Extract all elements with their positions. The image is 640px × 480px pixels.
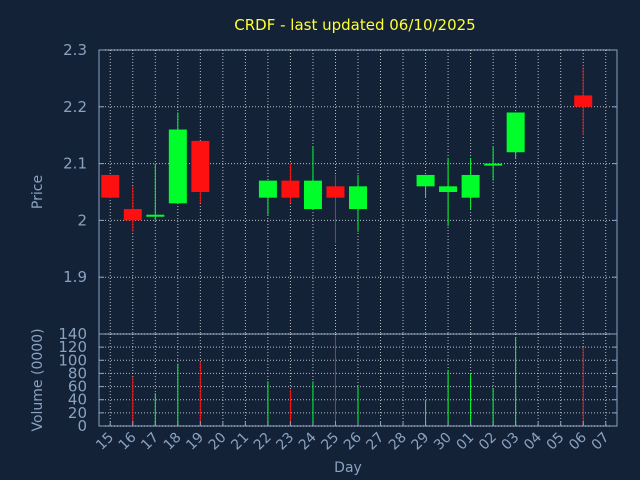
- candle-16: [123, 186, 142, 232]
- x-tick-label: 01: [454, 430, 478, 454]
- x-tick-label: 20: [206, 430, 230, 454]
- candle-19: [191, 140, 210, 204]
- volume-tick-label: 140: [58, 325, 87, 343]
- candle-body: [484, 163, 503, 166]
- candle-body: [439, 186, 458, 192]
- candle-body: [506, 112, 525, 153]
- x-tick-label: 18: [161, 430, 185, 454]
- price-tick-label: 1.9: [63, 268, 87, 286]
- volume-bars: [132, 335, 584, 426]
- candle-23: [281, 163, 300, 204]
- price-axis-label: Price: [30, 175, 46, 209]
- x-tick-label: 21: [228, 430, 252, 454]
- candle-body: [191, 140, 210, 192]
- candle-01: [461, 157, 480, 210]
- candle-02: [484, 146, 503, 181]
- candle-body: [349, 186, 367, 210]
- volume-tick-label: 20: [68, 404, 87, 422]
- x-tick-label: 19: [183, 430, 207, 454]
- candle-25: [326, 174, 345, 244]
- x-tick-label: 15: [93, 430, 117, 454]
- volume-tick-label: 120: [58, 338, 87, 356]
- price-y-ticks: 1.9 2 2.1 2.2 2.3: [63, 41, 617, 286]
- candle-30: [439, 157, 458, 227]
- candle-body: [258, 180, 277, 198]
- x-tick-label: 07: [589, 430, 613, 454]
- candle-body: [416, 174, 435, 187]
- x-tick-label: 05: [544, 430, 568, 454]
- candle-body: [146, 214, 165, 217]
- candle-06: [574, 67, 593, 136]
- x-tick-label: 26: [341, 429, 365, 453]
- x-tick-label: 24: [296, 429, 320, 453]
- candle-18: [168, 112, 187, 204]
- volume-axis-label: Volume (0000): [30, 328, 46, 431]
- volume-tick-label: 0: [77, 417, 87, 435]
- candle-body: [123, 209, 142, 221]
- chart-title: CRDF - last updated 06/10/2025: [234, 16, 475, 34]
- candle-body: [574, 95, 593, 107]
- candles: [101, 67, 593, 244]
- x-tick-label: 06: [566, 429, 590, 453]
- volume-tick-label: 40: [68, 391, 87, 409]
- x-tick-label: 27: [363, 430, 387, 454]
- price-tick-label: 2.1: [63, 155, 87, 173]
- candle-03: [506, 112, 525, 158]
- volume-tick-label: 100: [58, 351, 87, 369]
- x-tick-label: 25: [318, 430, 342, 454]
- x-tick-label: 30: [431, 430, 455, 454]
- price-panel: 1.9 2 2.1 2.2 2.3 Price: [30, 41, 618, 335]
- candle-body: [461, 174, 480, 198]
- volume-tick-label: 60: [68, 378, 87, 396]
- candle-15: [101, 174, 120, 198]
- x-tick-label: 23: [273, 430, 297, 454]
- x-tick-label: 29: [408, 430, 432, 454]
- candle-body: [101, 174, 120, 198]
- volume-tick-label: 80: [68, 364, 87, 382]
- candle-22: [258, 180, 277, 215]
- price-tick-label: 2.3: [63, 41, 87, 59]
- x-tick-label: 16: [116, 429, 140, 453]
- candle-29: [416, 174, 435, 198]
- x-tick-label: 04: [521, 429, 545, 453]
- candle-24: [303, 146, 322, 210]
- candle-body: [303, 180, 322, 210]
- x-tick-label: 02: [476, 430, 500, 454]
- candle-body: [326, 186, 345, 198]
- x-tick-label: 17: [138, 430, 162, 454]
- x-axis-label: Day: [334, 460, 362, 476]
- x-tick-label: 22: [251, 430, 275, 454]
- candle-26: [349, 174, 367, 232]
- candle-body: [168, 129, 187, 204]
- candle-body: [281, 180, 300, 198]
- x-tick-label: 03: [499, 430, 523, 454]
- price-tick-label: 2: [77, 211, 87, 229]
- candle-17: [146, 163, 165, 221]
- x-tick-label: 28: [386, 430, 410, 454]
- price-tick-label: 2.2: [63, 98, 87, 116]
